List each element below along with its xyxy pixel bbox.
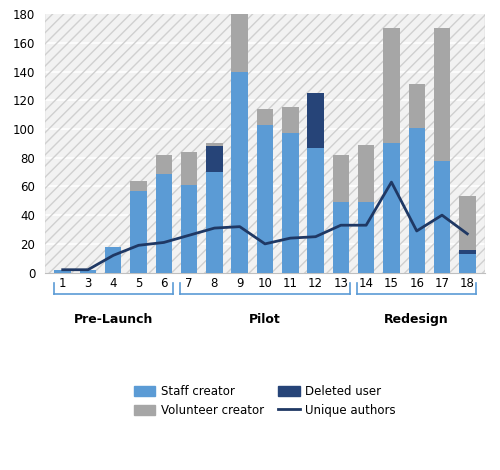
Bar	[257, 109, 273, 125]
Bar	[181, 152, 198, 185]
Bar	[408, 85, 425, 127]
Bar	[332, 202, 349, 273]
Bar	[434, 29, 450, 161]
Bar	[358, 145, 374, 202]
Bar	[358, 202, 374, 273]
Bar	[156, 173, 172, 273]
Bar	[282, 133, 298, 273]
Bar	[459, 254, 475, 273]
Text: Pilot: Pilot	[249, 313, 281, 326]
Bar	[105, 247, 122, 273]
Bar	[408, 127, 425, 273]
Bar	[308, 93, 324, 148]
Bar	[45, 14, 485, 273]
Bar	[80, 270, 96, 273]
Bar	[459, 196, 475, 254]
Bar	[206, 143, 222, 172]
Bar	[206, 172, 222, 273]
Bar	[54, 270, 71, 273]
Bar	[459, 250, 475, 254]
Legend: Staff creator, Volunteer creator, Deleted user, Unique authors: Staff creator, Volunteer creator, Delete…	[129, 380, 401, 422]
Bar	[130, 191, 147, 273]
Bar	[332, 155, 349, 202]
Bar	[181, 185, 198, 273]
Bar	[232, 71, 248, 273]
Bar	[282, 108, 298, 133]
Text: Redesign: Redesign	[384, 313, 449, 326]
Bar	[257, 125, 273, 273]
Bar	[434, 161, 450, 273]
Bar	[232, 14, 248, 71]
Text: Pre-Launch: Pre-Launch	[74, 313, 153, 326]
Bar	[156, 155, 172, 173]
Bar	[130, 180, 147, 191]
Bar	[308, 148, 324, 273]
Bar	[206, 146, 222, 172]
Bar	[383, 29, 400, 143]
Bar	[383, 143, 400, 273]
